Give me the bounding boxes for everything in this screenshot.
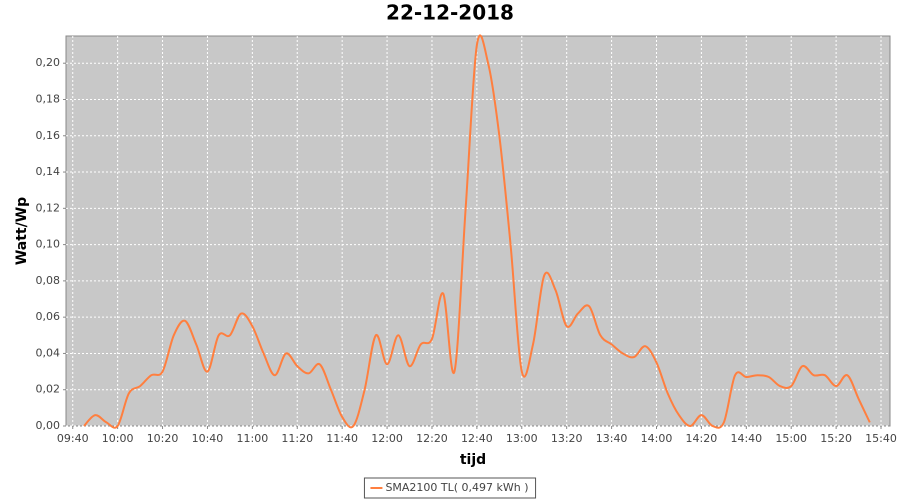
x-tick-label: 13:00 [506, 432, 538, 445]
x-tick-label: 11:20 [281, 432, 313, 445]
x-tick-label: 10:40 [192, 432, 224, 445]
x-tick-label: 14:00 [641, 432, 673, 445]
y-tick-label: 0,04 [36, 346, 61, 359]
x-tick-label: 09:40 [57, 432, 89, 445]
legend-label: SMA2100 TL( 0,497 kWh ) [385, 481, 528, 494]
y-tick-label: 0,08 [36, 274, 61, 287]
x-tick-label: 15:00 [775, 432, 807, 445]
data-line [83, 34, 871, 429]
x-tick-label: 14:40 [730, 432, 762, 445]
y-tick-label: 0,02 [36, 383, 61, 396]
chart-title: 22-12-2018 [386, 1, 514, 25]
x-tick-label: 10:20 [147, 432, 179, 445]
x-tick-label: 12:20 [416, 432, 448, 445]
y-tick-label: 0,20 [36, 56, 61, 69]
x-tick-label: 15:40 [865, 432, 897, 445]
y-axis-label: Watt/Wp [14, 197, 30, 265]
y-tick-label: 0,10 [36, 238, 61, 251]
y-tick-label: 0,18 [36, 92, 61, 105]
x-tick-label: 12:00 [371, 432, 403, 445]
y-tick-label: 0,00 [36, 419, 61, 432]
x-axis-label: tijd [460, 452, 486, 468]
y-tick-label: 0,14 [36, 165, 61, 178]
y-tick-label: 0,16 [36, 129, 61, 142]
x-tick-label: 13:40 [596, 432, 628, 445]
x-tick-label: 15:20 [820, 432, 852, 445]
x-tick-label: 11:00 [237, 432, 269, 445]
y-tick-label: 0,12 [36, 201, 61, 214]
x-tick-label: 14:20 [686, 432, 718, 445]
x-tick-label: 13:20 [551, 432, 583, 445]
legend-box [363, 477, 537, 499]
x-tick-label: 12:40 [461, 432, 493, 445]
plot-area [65, 35, 891, 427]
x-tick-label: 10:00 [102, 432, 134, 445]
x-tick-label: 11:40 [326, 432, 358, 445]
y-tick-label: 0,06 [36, 310, 61, 323]
